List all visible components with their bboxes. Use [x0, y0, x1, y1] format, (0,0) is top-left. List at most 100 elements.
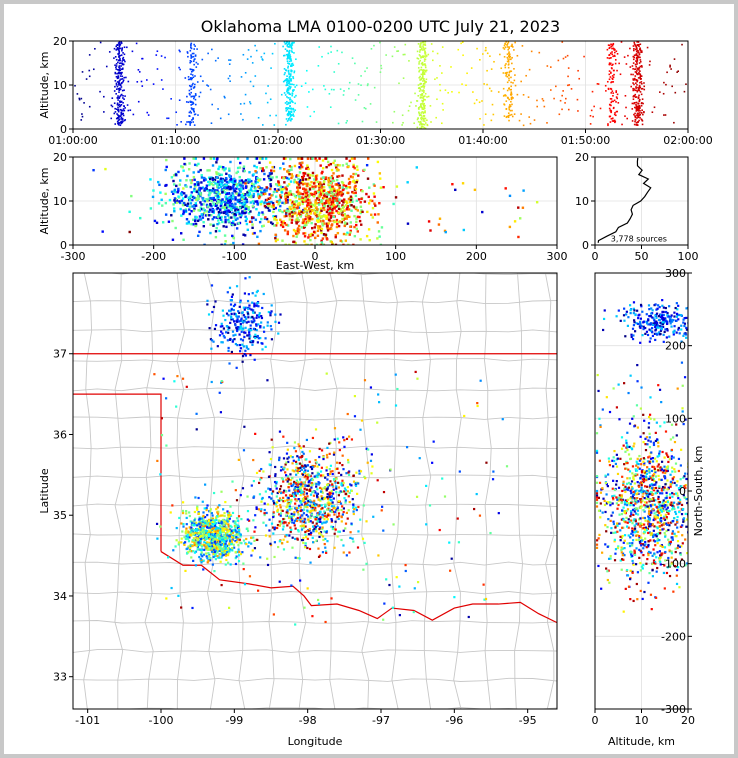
- source-point: [376, 221, 379, 224]
- source-point: [327, 176, 331, 180]
- source-point: [420, 42, 422, 44]
- source-point: [174, 201, 177, 204]
- source-point: [284, 102, 287, 104]
- source-point: [296, 537, 299, 540]
- source-point: [335, 209, 338, 213]
- source-point: [240, 179, 244, 182]
- source-point: [440, 122, 443, 125]
- source-point: [246, 191, 249, 194]
- source-point: [187, 101, 190, 104]
- source-point: [260, 200, 263, 203]
- source-point: [286, 230, 290, 233]
- source-point: [606, 80, 609, 83]
- source-point: [268, 201, 271, 204]
- source-point: [507, 48, 510, 51]
- source-point: [392, 121, 394, 124]
- source-point: [290, 221, 294, 224]
- source-point: [382, 490, 386, 494]
- source-point: [256, 189, 259, 193]
- source-point: [635, 82, 637, 84]
- source-point: [665, 83, 667, 86]
- source-point: [290, 176, 293, 180]
- source-point: [416, 581, 420, 584]
- source-point: [228, 175, 232, 179]
- source-point: [216, 157, 219, 160]
- source-point: [289, 526, 292, 529]
- source-point: [318, 481, 321, 485]
- source-point: [219, 177, 223, 180]
- source-point: [507, 41, 510, 44]
- source-point: [227, 77, 230, 80]
- source-point: [344, 522, 348, 525]
- source-point: [289, 55, 292, 58]
- source-point: [373, 86, 376, 89]
- source-point: [382, 618, 385, 621]
- source-point: [184, 208, 188, 211]
- source-point: [641, 118, 643, 121]
- source-point: [309, 520, 312, 523]
- source-point: [202, 203, 205, 206]
- source-point: [422, 115, 425, 117]
- source-point: [115, 65, 118, 67]
- source-point: [324, 476, 327, 479]
- source-point: [294, 196, 297, 199]
- source-point: [608, 78, 611, 81]
- source-point: [330, 224, 333, 227]
- source-point: [231, 194, 235, 197]
- source-point: [273, 526, 277, 529]
- source-point: [219, 199, 223, 203]
- source-point: [430, 43, 433, 45]
- source-point: [216, 506, 219, 509]
- source-point: [187, 76, 190, 78]
- source-point: [188, 115, 191, 117]
- source-point: [196, 181, 199, 184]
- source-point: [306, 194, 309, 197]
- source-point: [633, 88, 635, 90]
- altitude-time-tick-label-x: 01:50:00: [561, 134, 610, 147]
- source-point: [345, 472, 348, 475]
- source-point: [282, 538, 285, 541]
- source-point: [514, 41, 516, 44]
- source-point: [291, 62, 294, 65]
- source-point: [319, 164, 322, 167]
- source-point: [116, 48, 118, 50]
- source-point: [323, 196, 326, 199]
- source-point: [337, 205, 341, 208]
- source-point: [263, 172, 266, 176]
- source-point: [450, 66, 452, 68]
- source-point: [321, 243, 325, 245]
- source-point: [120, 103, 123, 106]
- source-point: [299, 466, 302, 470]
- source-point: [233, 180, 237, 183]
- source-point: [328, 452, 331, 455]
- source-point: [610, 101, 613, 104]
- source-point: [636, 73, 638, 75]
- source-point: [276, 526, 279, 530]
- altitude-histogram-tick-label-y: 0: [582, 239, 589, 252]
- source-point: [611, 53, 613, 56]
- source-point: [291, 215, 294, 218]
- source-point: [122, 101, 124, 104]
- source-point: [294, 450, 298, 453]
- source-point: [510, 70, 513, 73]
- source-point: [190, 121, 192, 124]
- source-point: [294, 232, 298, 235]
- source-point: [293, 96, 296, 98]
- source-point: [351, 57, 354, 59]
- source-point: [609, 109, 612, 111]
- source-point: [635, 50, 638, 53]
- source-point: [344, 527, 347, 530]
- source-point: [294, 537, 297, 541]
- source-point: [506, 53, 509, 55]
- source-point: [289, 54, 291, 56]
- source-point: [188, 78, 191, 81]
- source-point: [484, 113, 487, 116]
- source-point: [156, 537, 159, 540]
- source-point: [354, 99, 357, 101]
- source-point: [347, 186, 350, 189]
- source-point: [198, 188, 201, 191]
- source-point: [567, 84, 569, 87]
- source-point: [422, 49, 424, 51]
- source-point: [640, 75, 643, 77]
- source-point: [634, 63, 637, 66]
